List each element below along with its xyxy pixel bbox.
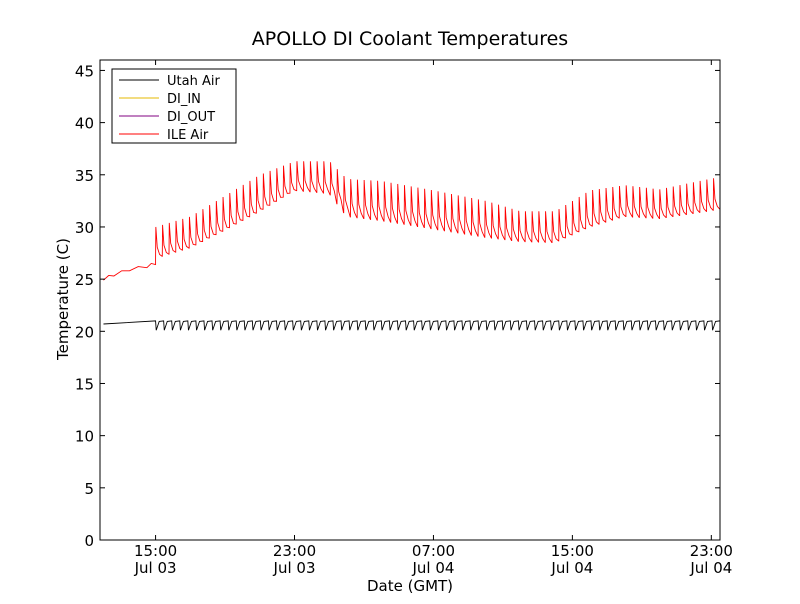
y-tick-label: 15: [75, 375, 94, 393]
series-ile-air-line: [103, 161, 720, 281]
x-tick-label-date: Jul 04: [411, 559, 454, 577]
legend: Utah Air DI_IN DI_OUT ILE Air: [111, 68, 237, 144]
chart-title: APOLLO DI Coolant Temperatures: [252, 28, 568, 50]
series-utah-air-line: [103, 320, 720, 331]
x-axis-label: Date (GMT): [367, 577, 453, 595]
legend-label-ile-air: ILE Air: [167, 128, 209, 143]
x-tick-label-time: 23:00: [273, 542, 316, 560]
plot-frame: [99, 59, 721, 541]
y-tick-label: 5: [84, 480, 94, 498]
x-tick-label-time: 07:00: [412, 542, 455, 560]
y-axis-label: Temperature (C): [54, 238, 72, 361]
y-tick-label: 30: [75, 219, 94, 237]
x-tick-label-time: 15:00: [134, 542, 177, 560]
x-tick-label-date: Jul 04: [550, 559, 593, 577]
x-tick-label-date: Jul 03: [134, 559, 177, 577]
x-tick-label-date: Jul 03: [273, 559, 316, 577]
y-tick-label: 40: [75, 115, 94, 133]
y-tick-label: 45: [75, 62, 94, 80]
x-tick-label-time: 23:00: [690, 542, 733, 560]
legend-label-utah-air: Utah Air: [167, 74, 220, 89]
y-tick-label: 10: [75, 428, 94, 446]
series-layer: [103, 161, 720, 331]
x-tick-label-time: 15:00: [551, 542, 594, 560]
y-tick-label: 20: [75, 323, 94, 341]
x-tick-label-date: Jul 04: [689, 559, 732, 577]
legend-label-di-out: DI_OUT: [167, 110, 215, 125]
y-tick-label: 35: [75, 167, 94, 185]
y-tick-label: 25: [75, 271, 94, 289]
y-tick-label: 0: [84, 532, 94, 550]
legend-label-di-in: DI_IN: [167, 92, 201, 107]
legend-box: [111, 68, 237, 144]
